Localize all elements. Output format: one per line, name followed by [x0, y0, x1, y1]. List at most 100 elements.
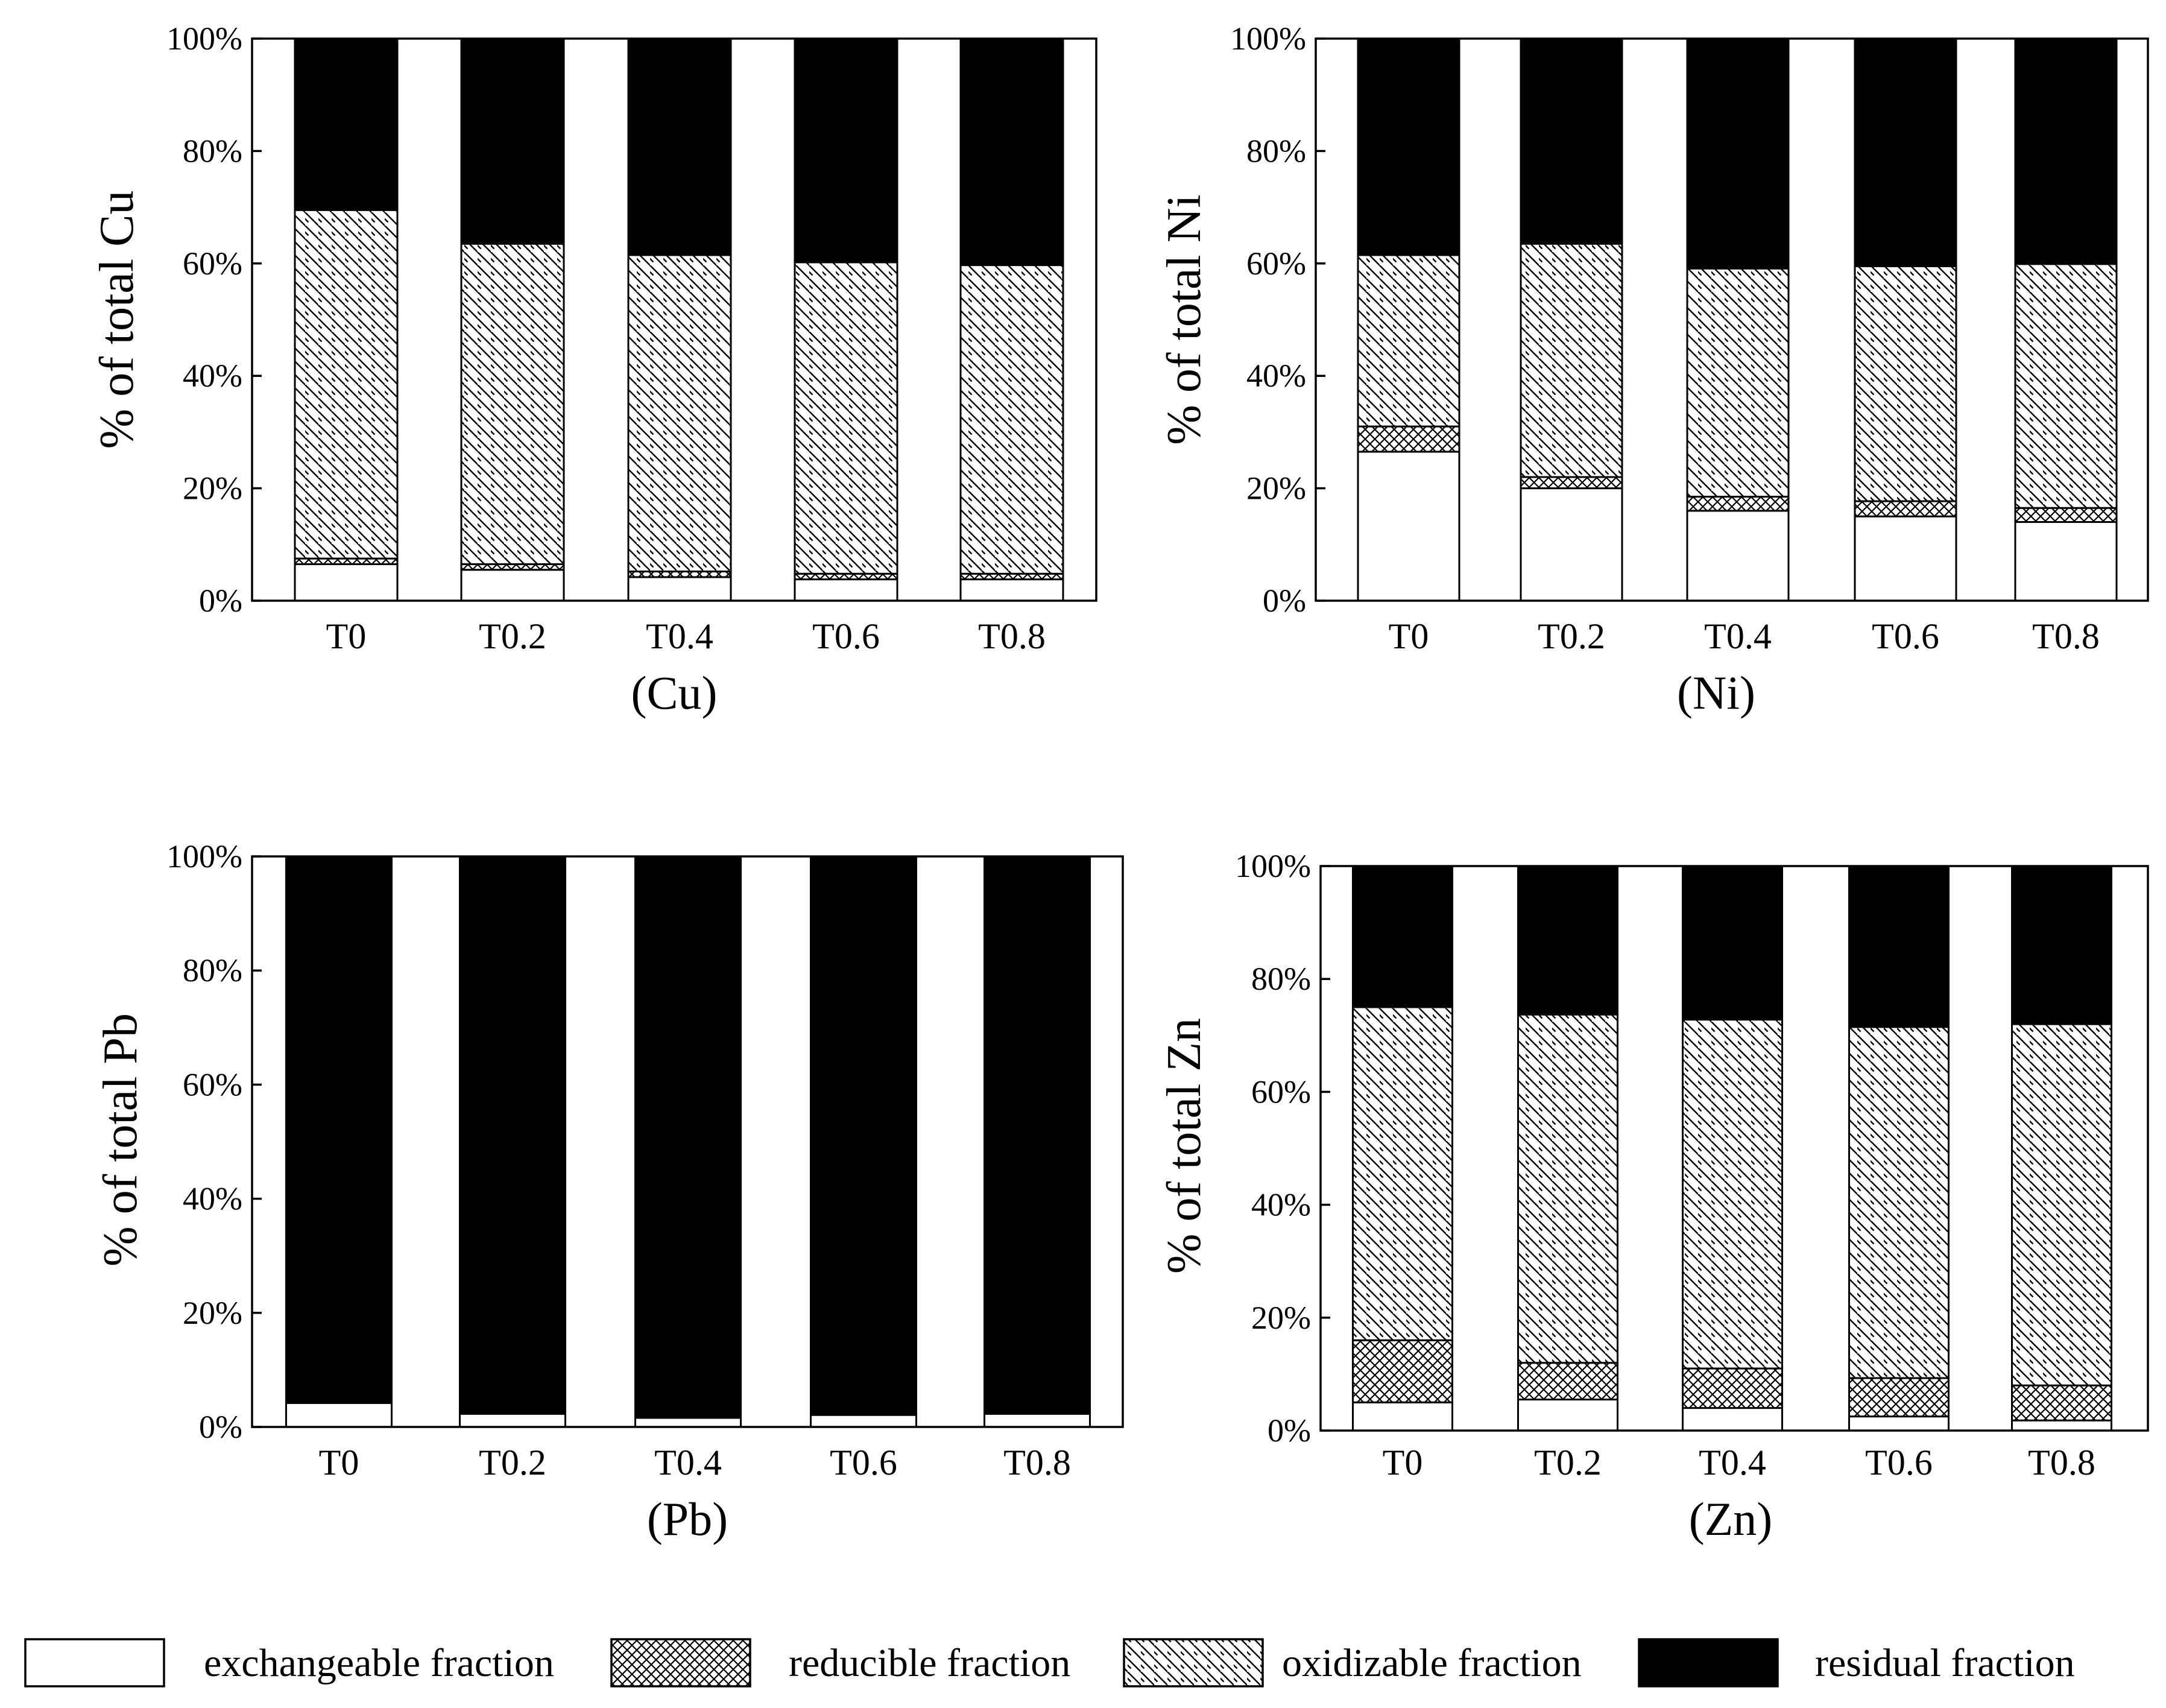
bar-segment-oxidizable-T0.4	[627, 254, 732, 573]
y-tick-label: 0%	[1263, 583, 1306, 619]
y-tick-label: 40%	[1251, 1187, 1311, 1223]
bar-segment-reducible-T0.4	[1686, 496, 1790, 512]
x-tick-label: T0.8	[1003, 1443, 1071, 1482]
bar-segment-exchangeable-T0.4	[627, 576, 732, 602]
chart-panels: 0% 20% 40% 60% 80% 100% T0 T0.2 T0.4 T0.6 T0.8 % of…	[90, 21, 2149, 1545]
x-tick-label: T0.2	[479, 616, 546, 656]
x-tick-label: T0.4	[1704, 616, 1772, 656]
legend-item-reducible: reducible fraction	[610, 1638, 1070, 1687]
legend: exchangeable fraction reducible fraction o…	[24, 1638, 2075, 1687]
bar-segment-oxidizable-T0.6	[794, 261, 898, 575]
bar-segment-residual-T0.4	[1686, 37, 1790, 270]
bar-segment-oxidizable-T0.8	[2014, 263, 2118, 509]
legend-swatch-reducible	[610, 1638, 751, 1687]
y-tick-label: 60%	[183, 1066, 242, 1102]
bar-segment-residual-T0.2	[460, 37, 565, 245]
x-tick-label: T0.4	[1699, 1443, 1766, 1482]
bar-segment-exchangeable-T0	[285, 1402, 393, 1428]
bar-segment-residual-T0.6	[1854, 37, 1957, 267]
legend-item-exchangeable: exchangeable fraction	[24, 1638, 554, 1687]
legend-swatch-exchangeable	[24, 1638, 165, 1687]
bar-segment-residual-T0.6	[810, 855, 917, 1416]
bar-segment-residual-T0.8	[984, 855, 1091, 1415]
x-tick-label: T0	[326, 616, 367, 656]
chart-title: (Ni)	[1677, 666, 1755, 719]
y-tick-label: 80%	[1251, 961, 1311, 997]
bar-segment-exchangeable-T0.2	[460, 569, 565, 602]
y-tick-label: 0%	[199, 583, 242, 619]
y-tick-label: 80%	[1246, 133, 1306, 169]
x-tick-label: T0.4	[646, 616, 713, 656]
y-tick-label: 0%	[199, 1409, 242, 1445]
bar-segment-oxidizable-T0.8	[959, 264, 1064, 575]
bar-segment-oxidizable-T0.2	[1517, 1013, 1618, 1364]
bar-segment-oxidizable-T0.8	[2011, 1023, 2112, 1387]
bar-segment-residual-T0	[294, 37, 399, 211]
bar-segment-residual-T0.2	[1517, 865, 1618, 1016]
x-tick-label: T0.2	[1538, 616, 1605, 656]
bar-segment-exchangeable-T0	[294, 563, 399, 602]
bar-segment-oxidizable-T0	[294, 209, 399, 560]
legend-item-residual: residual fraction	[1638, 1638, 2075, 1687]
y-tick-label: 40%	[183, 358, 242, 394]
x-tick-label: T0	[1383, 1443, 1423, 1482]
legend-swatch-residual	[1638, 1638, 1779, 1687]
chart-title: (Cu)	[631, 666, 718, 719]
chart-panel-pb: 0% 20% 40% 60% 80% 100% T0 T0.2 T0.4 T0.6 T0.8 % of…	[94, 838, 1124, 1545]
bar-segment-exchangeable-T0.8	[2011, 1419, 2112, 1432]
y-tick-label: 100%	[1230, 21, 1306, 57]
plot-frame	[251, 855, 1124, 1428]
y-axis-label: % of total Cu	[90, 191, 144, 449]
y-tick-label: 20%	[183, 1295, 242, 1331]
bar-segment-residual-T0.6	[794, 37, 898, 264]
bar-segment-exchangeable-T0.6	[794, 578, 898, 602]
y-tick-label: 100%	[166, 21, 242, 57]
y-tick-label: 20%	[1246, 470, 1306, 507]
bar-segment-oxidizable-T0.4	[1686, 267, 1790, 498]
bar-segment-residual-T0.4	[1682, 865, 1783, 1021]
bar-segment-exchangeable-T0.8	[2014, 521, 2118, 602]
y-axis-label: % of total Zn	[1158, 1018, 1211, 1274]
x-tick-label: T0.6	[812, 616, 880, 656]
bar-segment-oxidizable-T0.2	[1520, 242, 1623, 478]
bar-segment-exchangeable-T0.6	[1854, 515, 1957, 602]
bar-segment-oxidizable-T0.6	[1854, 265, 1957, 502]
chart-panel-cu: 0% 20% 40% 60% 80% 100% T0 T0.2 T0.4 T0.6 T0.8 % of…	[90, 21, 1097, 719]
bar-segment-residual-T0.2	[1520, 37, 1623, 245]
bar-segment-exchangeable-T0.6	[1848, 1415, 1950, 1432]
x-tick-label: T0	[1389, 616, 1429, 656]
y-tick-label: 40%	[183, 1181, 242, 1217]
bar-segment-reducible-T0	[1357, 425, 1460, 453]
bar-segment-residual-T0	[1357, 37, 1460, 256]
bar-segment-reducible-T0.4	[1682, 1367, 1783, 1409]
bar-segment-exchangeable-T0.2	[1517, 1399, 1618, 1432]
bar-segment-oxidizable-T0.6	[1848, 1026, 1950, 1379]
bar-segment-residual-T0.8	[2014, 37, 2118, 265]
chart-title: (Pb)	[647, 1493, 728, 1545]
chart-title: (Zn)	[1689, 1493, 1773, 1545]
y-tick-label: 80%	[183, 952, 242, 988]
bar-segment-exchangeable-T0	[1352, 1401, 1453, 1432]
bar-segment-exchangeable-T0.2	[459, 1412, 566, 1428]
x-tick-label: T0.2	[1534, 1443, 1602, 1482]
legend-item-oxidizable: oxidizable fraction	[1123, 1638, 1582, 1687]
x-tick-label: T0.8	[2032, 616, 2100, 656]
legend-label: residual fraction	[1815, 1641, 2075, 1685]
x-tick-label: T0.6	[830, 1443, 897, 1482]
bar-segment-residual-T0.4	[634, 855, 742, 1419]
bar-segment-reducible-T0.6	[1854, 500, 1957, 517]
y-axis-label: % of total Ni	[1158, 194, 1211, 444]
bar-segment-exchangeable-T0.8	[984, 1412, 1091, 1428]
bar-segment-residual-T0.2	[459, 855, 566, 1415]
y-axis-label: % of total Pb	[94, 1013, 147, 1267]
legend-label: exchangeable fraction	[204, 1641, 554, 1685]
chart-panel-zn: 0% 20% 40% 60% 80% 100% T0 T0.2 T0.4 T0.6 T0.8 % of…	[1158, 848, 2149, 1545]
bar-segment-exchangeable-T0.4	[1682, 1407, 1783, 1432]
bar-segment-residual-T0.8	[2011, 865, 2112, 1025]
bar-segment-residual-T0	[1352, 865, 1453, 1008]
bar-segment-exchangeable-T0.8	[959, 578, 1064, 602]
y-tick-label: 40%	[1246, 358, 1306, 394]
y-tick-label: 20%	[183, 470, 242, 507]
bar-segment-oxidizable-T0	[1357, 254, 1460, 428]
